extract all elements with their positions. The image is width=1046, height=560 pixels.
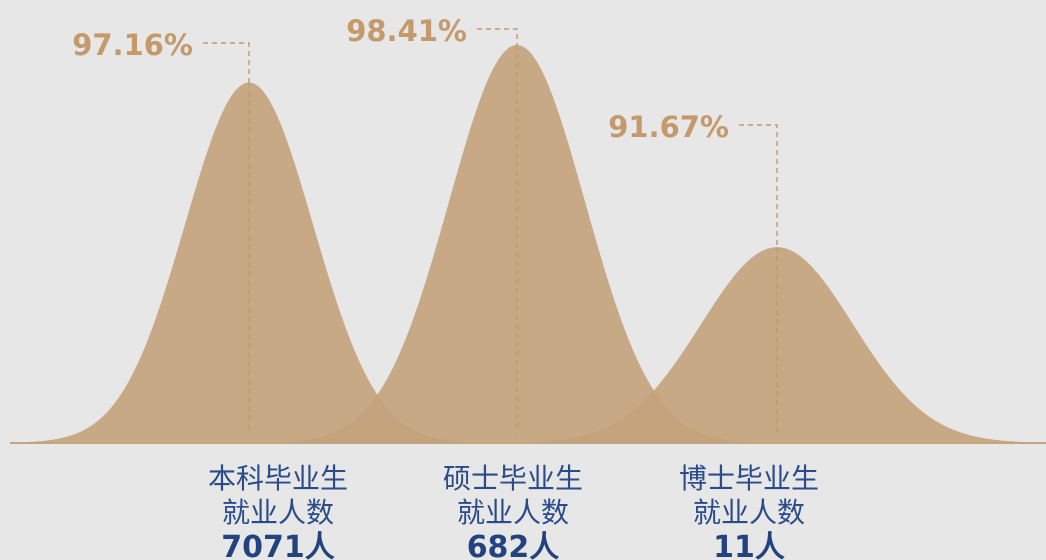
curves-layer	[18, 45, 1046, 443]
category-count-2: 682人	[467, 530, 560, 560]
leader-line-1	[203, 42, 250, 83]
value-label-1: 97.16%	[72, 28, 193, 62]
category-count-1: 7071人	[221, 530, 335, 560]
leader-line-2	[477, 28, 518, 45]
labels-layer: 97.16%本科毕业生就业人数7071人98.41%硕士毕业生就业人数682人9…	[72, 14, 819, 560]
category-title-1: 本科毕业生	[208, 462, 348, 495]
value-label-2: 98.41%	[346, 14, 467, 48]
category-title-2: 硕士毕业生	[443, 462, 583, 495]
category-subtitle-2: 就业人数	[457, 496, 569, 529]
leader-line-3	[739, 124, 778, 248]
value-label-3: 91.67%	[608, 110, 729, 144]
curve-3	[503, 247, 1046, 443]
category-title-3: 博士毕业生	[679, 462, 819, 495]
category-subtitle-1: 就业人数	[222, 496, 334, 529]
category-subtitle-3: 就业人数	[693, 496, 805, 529]
category-count-3: 11人	[713, 530, 785, 560]
